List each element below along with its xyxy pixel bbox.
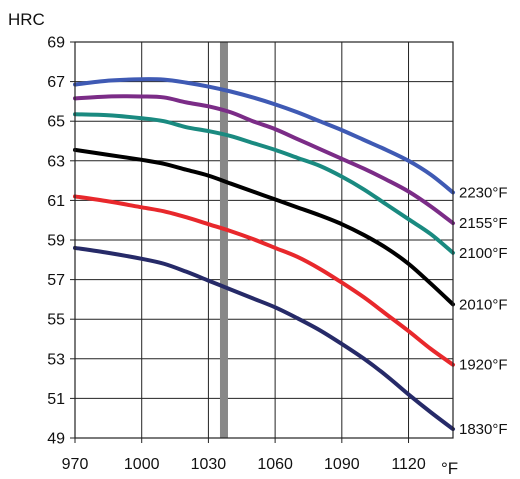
x-tick-labels: 970 1000 1030 1060 1090 1120	[62, 456, 426, 473]
y-tick-label: 65	[47, 114, 65, 131]
x-tick-label: 1120	[391, 456, 426, 473]
reference-marker-group	[219, 42, 228, 438]
series-line	[73, 94, 455, 226]
y-tick-label: 59	[47, 233, 65, 250]
series-line	[73, 194, 455, 367]
y-tick-label: 51	[47, 391, 65, 408]
series-label: 2100°F	[459, 245, 508, 262]
y-tick-label: 61	[47, 193, 65, 210]
series-line	[73, 245, 455, 432]
x-axis-unit-label: °F	[441, 459, 458, 478]
y-tick-label: 69	[47, 35, 65, 52]
x-tick-label: 1090	[324, 456, 360, 473]
series-curves	[73, 77, 455, 432]
series-label: 1920°F	[459, 357, 508, 374]
y-tick-label: 57	[47, 272, 65, 289]
series-label: 2230°F	[459, 184, 508, 201]
y-tick-label: 49	[47, 431, 65, 448]
series-label: 1830°F	[459, 421, 508, 438]
series-labels: 2230°F 2155°F 2100°F 2010°F 1920°F 1830°F	[459, 184, 508, 438]
plot-frame	[74, 41, 454, 439]
series-line	[73, 147, 455, 307]
series-label: 2155°F	[459, 215, 508, 232]
series-label: 2010°F	[459, 296, 508, 313]
series-line	[73, 112, 455, 255]
y-tick-labels: 49 51 53 55 57 59 61 63 65 67 69	[47, 35, 65, 448]
series-line	[73, 77, 455, 195]
x-tick-label: 1030	[191, 456, 227, 473]
y-tick-label: 55	[47, 312, 65, 329]
y-tick-label: 53	[47, 351, 65, 368]
y-axis-unit-label: HRC	[8, 10, 45, 29]
x-tick-label: 1000	[124, 456, 160, 473]
y-tick-label: 67	[47, 74, 65, 91]
y-tick-label: 63	[47, 153, 65, 170]
reference-marker	[219, 42, 228, 438]
x-tick-label: 970	[62, 456, 89, 473]
x-tick-label: 1060	[257, 456, 293, 473]
